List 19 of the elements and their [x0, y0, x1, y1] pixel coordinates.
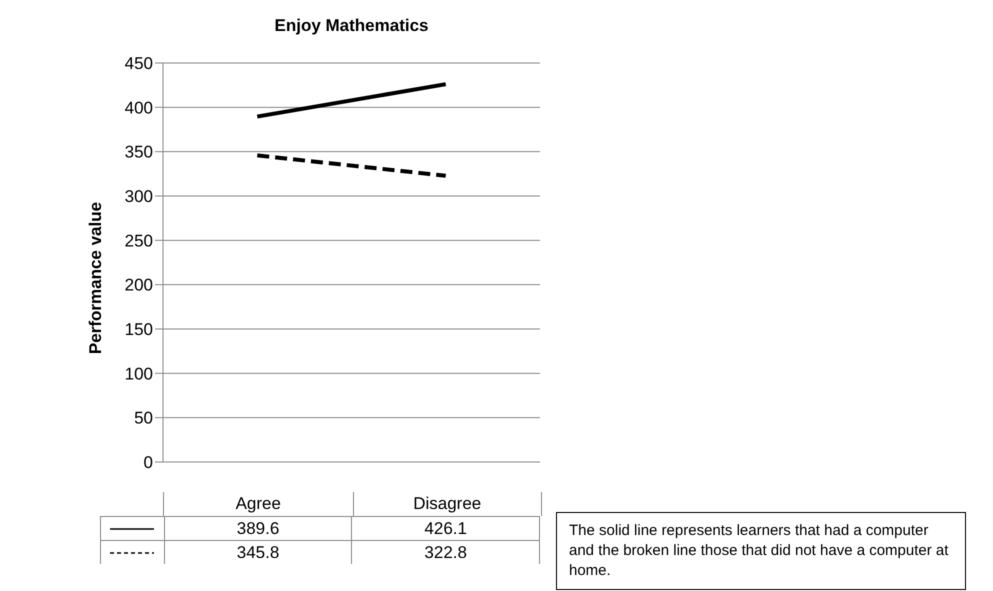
y-tick-label: 200 — [124, 276, 153, 295]
y-tick-label: 100 — [124, 364, 153, 384]
y-tick-label: 300 — [124, 187, 153, 206]
y-axis-title: Performance value — [86, 201, 106, 354]
data-label: 389.6 — [164, 517, 352, 540]
x-tick-label: Disagree — [352, 492, 541, 516]
text: The solid line represents learners that had a computer and the broken line those that did not have a computer at home. — [556, 512, 966, 590]
x-tick-label: Agree — [234, 493, 282, 515]
y-tick-label: 50 — [134, 408, 153, 428]
data-label: 345.8 — [164, 541, 352, 564]
y-tick-label: 400 — [124, 98, 153, 118]
y-tick-label: 250 — [124, 231, 153, 250]
y-tick-label: 150 — [124, 320, 153, 340]
y-tick-label: 0 — [144, 453, 153, 472]
chart-title: Enjoy Mathematics — [274, 16, 430, 36]
y-tick-label: 350 — [124, 142, 153, 162]
y-tick-label: 450 — [124, 54, 153, 74]
data-label: 426.1 — [351, 517, 539, 540]
data-label: 322.8 — [351, 541, 539, 564]
